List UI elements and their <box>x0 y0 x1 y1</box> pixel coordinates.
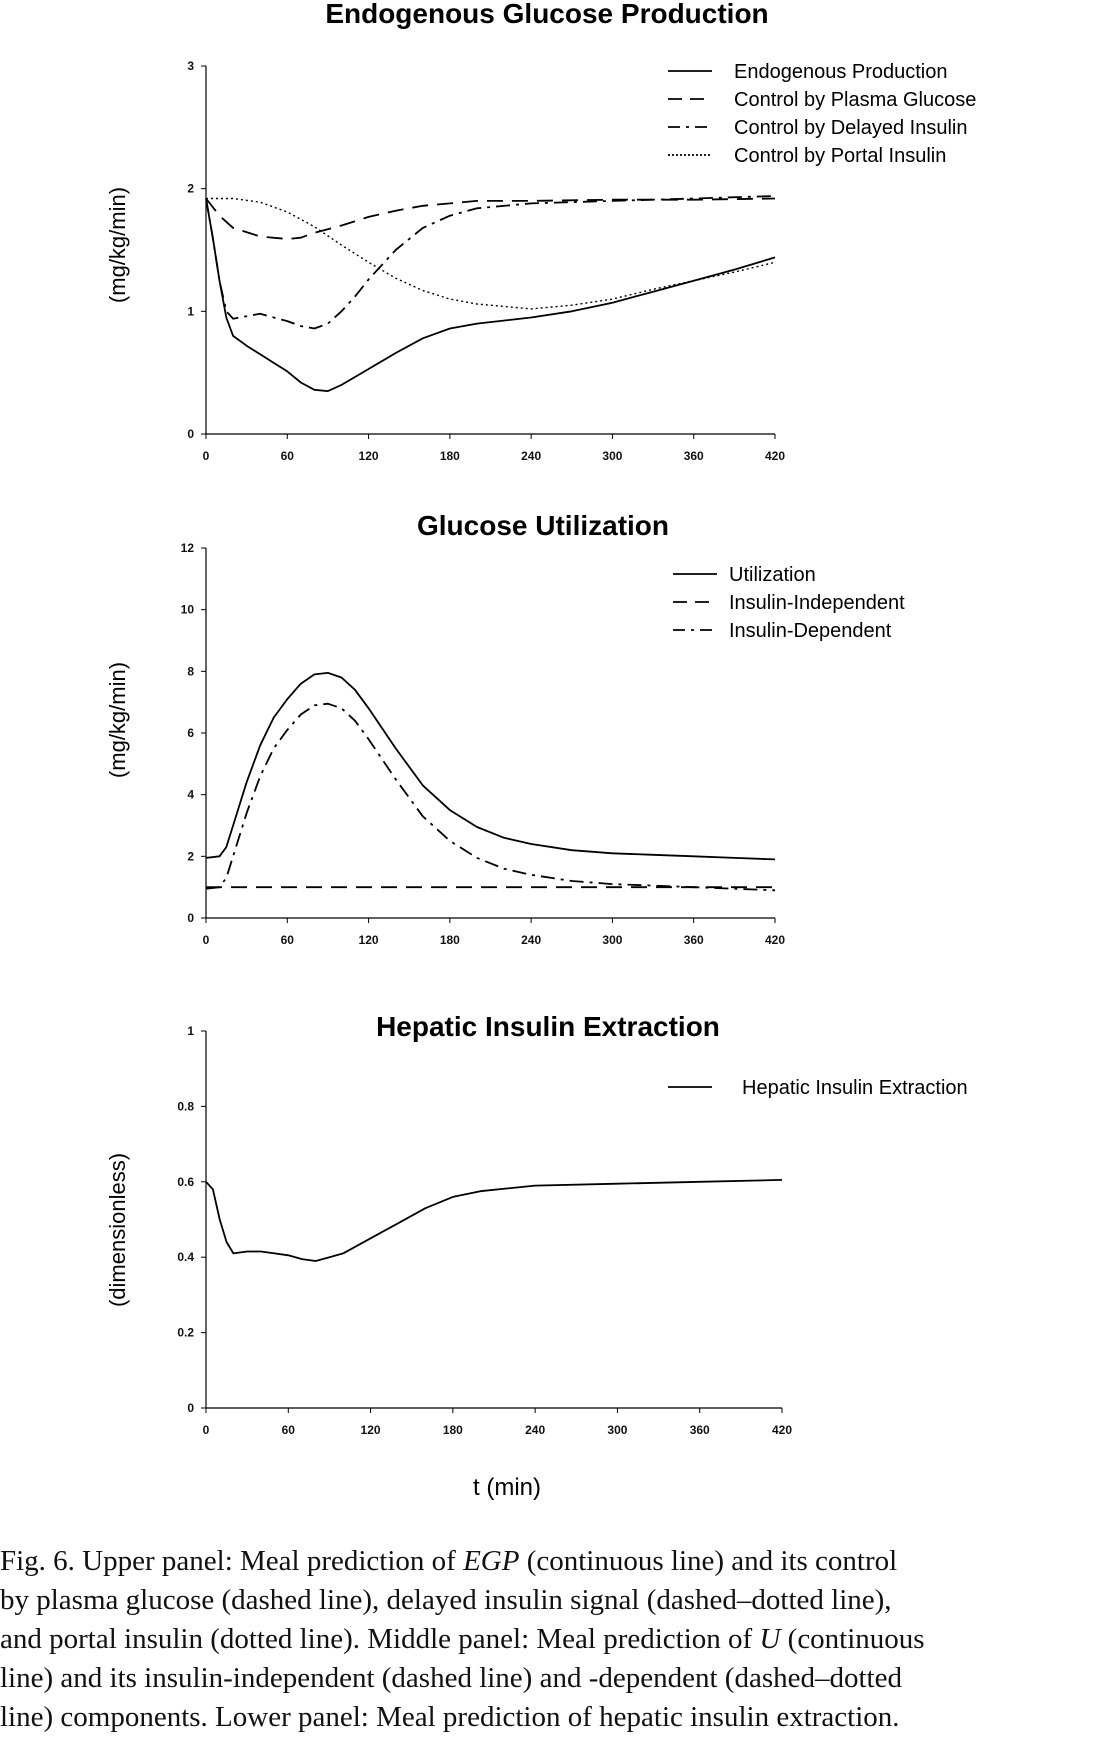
caption-math-egp: EGP <box>463 1545 520 1577</box>
x-tick-label: 180 <box>443 1423 463 1437</box>
x-tick-label: 180 <box>440 449 460 463</box>
y-tick-label: 12 <box>181 541 195 555</box>
y-tick-label: 8 <box>187 664 194 678</box>
x-tick-label: 300 <box>602 449 622 463</box>
series-line-4 <box>206 197 776 310</box>
x-tick-label: 60 <box>281 449 295 463</box>
y-tick-label: 3 <box>187 59 194 73</box>
chart-panel-3: 0 60 120 180 240 300 360 420 0 0.2 0.4 0.6 0.8 1 Hepat… <box>105 1011 968 1501</box>
chart-title: Hepatic Insulin Extraction <box>376 1011 720 1042</box>
legend-label: Utilization <box>729 564 816 586</box>
x-tick-label: 0 <box>203 1423 210 1437</box>
y-tick-label: 0 <box>187 427 194 441</box>
y-tick-label: 1 <box>187 304 194 318</box>
legend-label: Endogenous Production <box>734 61 948 83</box>
chart-title: Glucose Utilization <box>417 510 669 541</box>
x-tick-label: 240 <box>525 1423 545 1437</box>
caption-text: line) and its insulin-independent (dashe… <box>0 1662 902 1694</box>
legend-label: Control by Plasma Glucose <box>734 89 976 111</box>
x-tick-label: 240 <box>521 449 541 463</box>
figure-caption: Fig. 6. Upper panel: Meal prediction of … <box>0 1542 1117 1737</box>
legend-label: Insulin-Dependent <box>729 620 892 642</box>
x-tick-label: 240 <box>521 933 541 947</box>
y-tick-label: 0 <box>187 1401 194 1415</box>
caption-text: Fig. 6. Upper panel: Meal prediction of <box>0 1545 464 1577</box>
series-line-2 <box>205 197 776 240</box>
caption-text: (continuous <box>780 1623 925 1655</box>
caption-text: (continuous line) and its control <box>519 1545 898 1577</box>
y-axis-label: (mg/kg/min) <box>105 662 130 778</box>
legend-label: Control by Portal Insulin <box>734 145 946 167</box>
series-line-1 <box>205 672 776 861</box>
y-tick-label: 2 <box>187 849 194 863</box>
x-tick-label: 420 <box>765 933 785 947</box>
x-tick-label: 120 <box>359 933 379 947</box>
x-tick-label: 60 <box>281 933 295 947</box>
x-tick-label: 0 <box>203 449 210 463</box>
y-tick-label: 0 <box>187 911 194 925</box>
x-tick-label: 120 <box>359 449 379 463</box>
y-tick-label: 1 <box>187 1024 194 1038</box>
y-tick-label: 6 <box>187 726 194 740</box>
chart-panel-1: 0 60 120 180 240 300 360 420 0 1 2 3 Endogenous Gluc… <box>105 0 976 463</box>
x-tick-label: 360 <box>684 449 704 463</box>
y-tick-label: 0.8 <box>177 1099 194 1113</box>
caption-text: by plasma glucose (dashed line), delayed… <box>0 1584 892 1616</box>
y-axis-label: (dimensionless) <box>105 1153 130 1307</box>
series-line-3 <box>205 702 776 892</box>
caption-math-u: U <box>759 1623 781 1655</box>
y-tick-label: 2 <box>187 182 194 196</box>
y-axis-label: (mg/kg/min) <box>105 187 130 303</box>
series-line-1 <box>205 1179 783 1262</box>
legend-label: Insulin-Independent <box>729 592 905 614</box>
x-tick-label: 120 <box>361 1423 381 1437</box>
series-line-3 <box>205 195 776 330</box>
caption-text: and portal insulin (dotted line). Middle… <box>0 1623 760 1655</box>
y-tick-label: 10 <box>181 603 195 617</box>
chart-title: Endogenous Glucose Production <box>325 0 768 29</box>
y-tick-label: 4 <box>187 788 194 802</box>
legend-label: Hepatic Insulin Extraction <box>742 1077 968 1099</box>
legend-label: Control by Delayed Insulin <box>734 117 967 139</box>
x-tick-label: 60 <box>282 1423 296 1437</box>
series-line-1 <box>205 198 776 393</box>
y-tick-label: 0.4 <box>177 1250 194 1264</box>
y-tick-label: 0.6 <box>177 1175 194 1189</box>
x-tick-label: 360 <box>684 933 704 947</box>
x-tick-label: 180 <box>440 933 460 947</box>
x-axis-label: t (min) <box>473 1474 541 1501</box>
chart-panel-2: 0 60 120 180 240 300 360 420 0 2 4 6 8 10 12 Glucose Ut… <box>105 510 905 947</box>
x-tick-label: 420 <box>772 1423 792 1437</box>
x-tick-label: 0 <box>203 933 210 947</box>
y-tick-label: 0.2 <box>177 1326 194 1340</box>
x-tick-label: 420 <box>765 449 785 463</box>
caption-text: line) components. Lower panel: Meal pred… <box>0 1701 900 1733</box>
x-tick-label: 300 <box>602 933 622 947</box>
x-tick-label: 360 <box>690 1423 710 1437</box>
x-tick-label: 300 <box>607 1423 627 1437</box>
